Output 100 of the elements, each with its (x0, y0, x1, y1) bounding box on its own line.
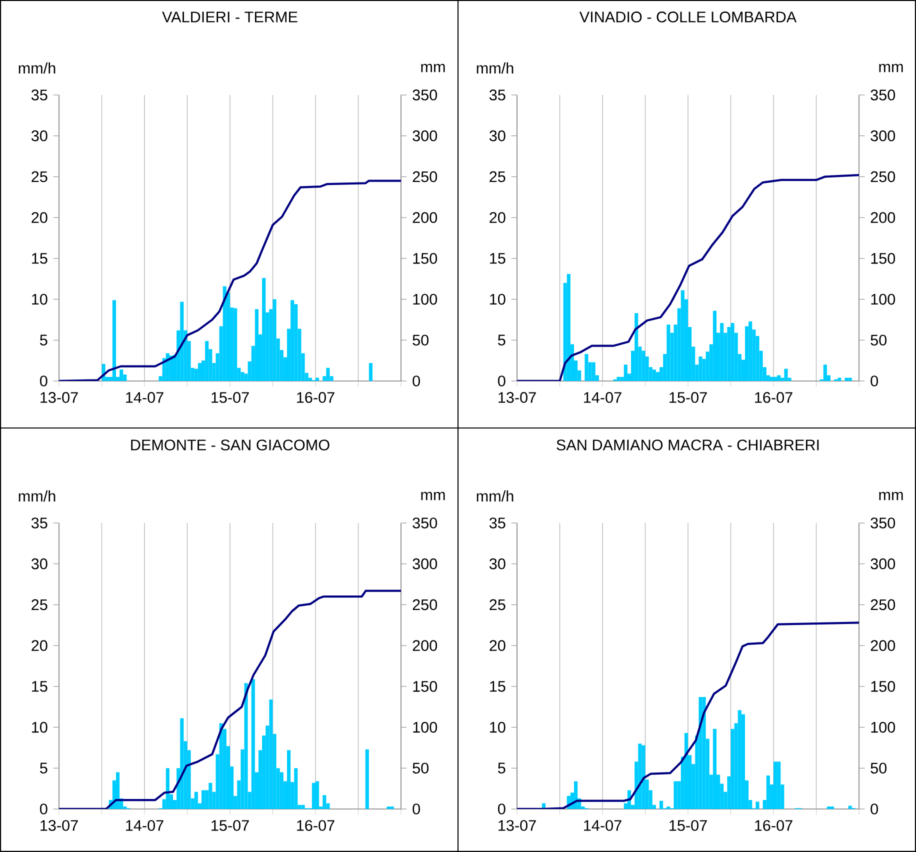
y-tick-label: 5 (498, 762, 506, 774)
y-tick-label: 25 (32, 599, 48, 610)
x-tick-label: 15-07 (670, 392, 707, 403)
x-tick-label: 15-07 (212, 820, 249, 831)
y-tick-label: 5 (498, 334, 506, 346)
x-tick-label: 13-07 (498, 392, 536, 403)
y-tick-label: 20 (490, 212, 506, 223)
y-tick-label: 10 (32, 294, 48, 305)
chart-title: VALDIERI - TERME (162, 12, 298, 22)
y2-tick-label: 100 (871, 722, 896, 733)
x-tick-label: 15-07 (670, 820, 707, 831)
y-tick-label: 30 (489, 558, 506, 570)
y2-tick-label: 350 (412, 518, 438, 528)
y2-tick-label: 200 (870, 212, 896, 223)
bar (727, 327, 731, 381)
bar (294, 768, 298, 809)
bar (180, 718, 184, 809)
y2-tick-label: 50 (870, 334, 887, 346)
bar (642, 350, 646, 381)
y2-tick-label: 200 (412, 640, 438, 651)
x-tick-label: 14-07 (584, 820, 622, 831)
bar (784, 368, 788, 381)
y2-tick-label: 100 (871, 294, 896, 305)
y2-axis-title: mm (879, 492, 903, 500)
y2-tick-label: 350 (870, 518, 896, 528)
y2-tick-label: 350 (870, 90, 896, 100)
bar (777, 375, 781, 381)
bar (770, 376, 774, 381)
y2-tick-label: 250 (870, 599, 896, 610)
y2-tick-label: 200 (412, 212, 438, 223)
y-tick-label: 0 (498, 376, 506, 386)
bar (208, 782, 212, 809)
x-tick-label: 13-07 (40, 820, 78, 831)
y-tick-label: 10 (490, 722, 506, 733)
bar (202, 790, 206, 809)
y-tick-label: 30 (489, 130, 506, 142)
bar (698, 356, 702, 381)
y-tick-label: 25 (490, 599, 506, 610)
y-tick-label: 0 (40, 804, 48, 814)
x-tick-label: 14-07 (126, 820, 164, 831)
y2-tick-label: 150 (871, 681, 896, 692)
y2-axis-title: mm (421, 64, 445, 72)
y2-tick-label: 100 (413, 294, 438, 305)
y2-tick-label: 250 (870, 171, 896, 182)
x-tick-label: 16-07 (297, 392, 334, 403)
y-tick-label: 5 (40, 762, 48, 774)
bar (272, 299, 276, 381)
y-tick-label: 25 (32, 171, 48, 182)
bar (720, 322, 724, 381)
y-tick-label: 15 (32, 253, 48, 264)
y-tick-label: 35 (31, 90, 48, 100)
y2-tick-label: 300 (412, 130, 438, 142)
bar (180, 302, 184, 381)
bar (301, 804, 305, 809)
bar (251, 679, 255, 809)
bar (290, 300, 294, 381)
chart-title: SAN DAMIANO MACRA - CHIABRERI (556, 440, 819, 450)
x-tick-label: 16-07 (755, 820, 792, 831)
y-tick-label: 20 (490, 640, 506, 651)
bar (616, 376, 620, 381)
y2-tick-label: 150 (413, 252, 438, 264)
y2-tick-label: 300 (412, 558, 438, 570)
bar (169, 356, 173, 381)
bar (312, 782, 316, 809)
bar (262, 278, 266, 381)
chart-title: VINADIO - COLLE LOMBARDA (579, 12, 797, 22)
y-tick-label: 15 (490, 681, 506, 692)
y2-tick-label: 0 (412, 804, 420, 814)
y2-tick-label: 150 (871, 252, 896, 264)
bar (244, 683, 248, 809)
y2-tick-label: 150 (413, 681, 438, 692)
y2-tick-label: 50 (412, 334, 429, 346)
bar (240, 372, 244, 381)
bar (322, 795, 326, 809)
y2-tick-label: 350 (412, 90, 438, 100)
y-tick-label: 20 (32, 640, 48, 651)
x-tick-label: 16-07 (297, 820, 334, 831)
y-axis-title: mm/h (18, 490, 56, 502)
y-tick-label: 20 (32, 212, 48, 223)
y2-tick-label: 0 (870, 376, 878, 386)
y-tick-label: 15 (490, 253, 506, 264)
y2-axis-title: mm (879, 64, 903, 72)
y2-tick-label: 300 (870, 130, 896, 142)
bar (219, 723, 223, 809)
bar (234, 308, 238, 381)
bar (194, 792, 198, 809)
bar (666, 324, 670, 381)
y-tick-label: 5 (40, 334, 48, 346)
y-tick-label: 10 (32, 722, 48, 733)
y-tick-label: 30 (31, 130, 48, 142)
y2-tick-label: 250 (412, 171, 438, 182)
bar (254, 309, 258, 381)
bar (222, 286, 226, 381)
bar (166, 768, 170, 809)
y-tick-label: 25 (490, 171, 506, 182)
bar (316, 781, 320, 809)
bar (198, 363, 202, 381)
y-tick-label: 0 (498, 804, 506, 814)
y2-tick-label: 100 (413, 722, 438, 733)
y-axis-title: mm/h (18, 62, 56, 74)
